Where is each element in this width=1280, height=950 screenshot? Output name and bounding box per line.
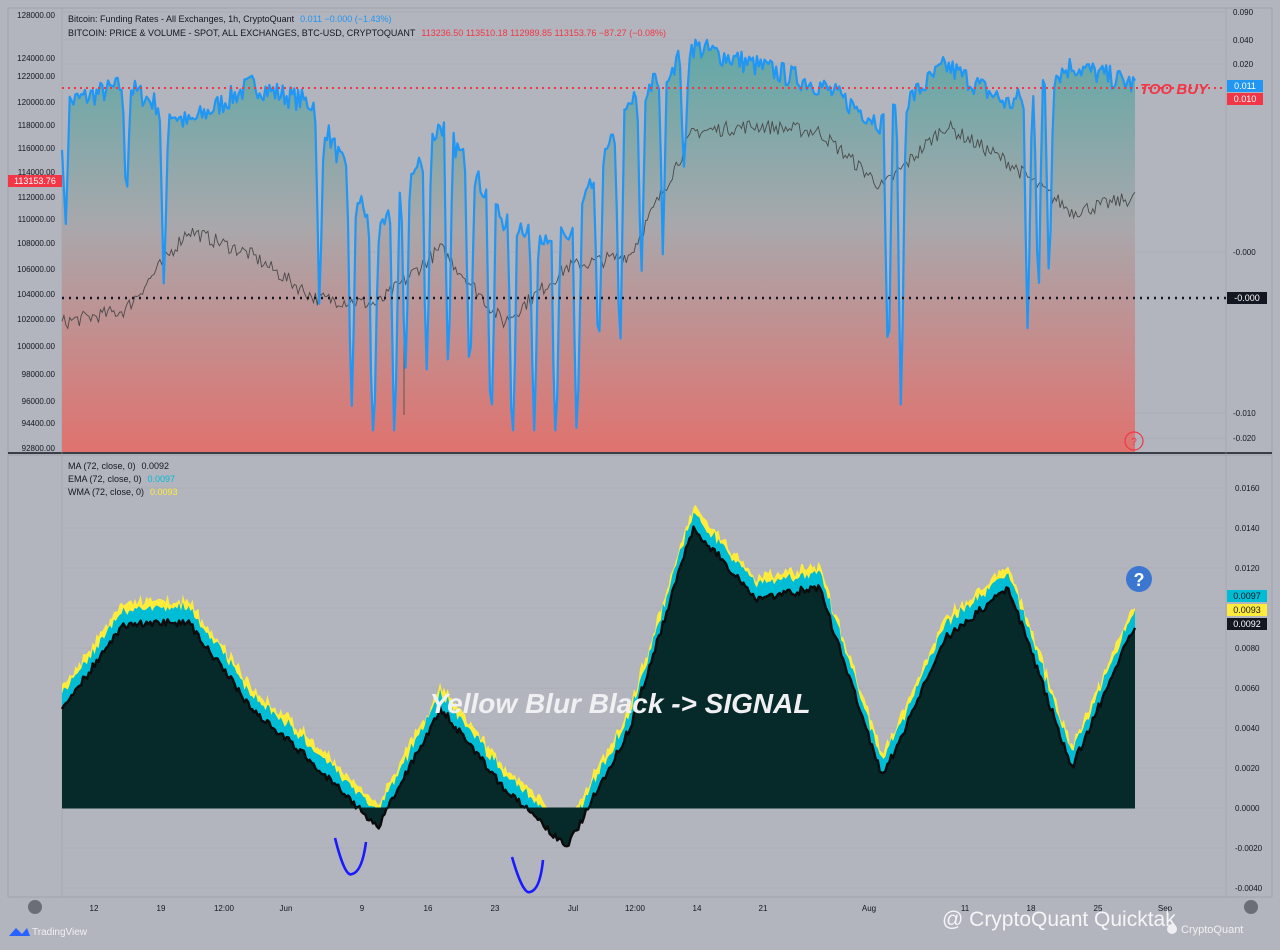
signal-annotation: Yellow Blur Black -> SIGNAL <box>430 688 811 719</box>
right-axis-tick: 0.0040 <box>1235 724 1260 733</box>
legend-wma[interactable]: WMA (72, close, 0) 0.0093 <box>68 487 178 497</box>
right-axis-tick: -0.0020 <box>1235 844 1263 853</box>
zero-tag-text: -0.000 <box>1234 293 1260 303</box>
left-axis-tick: 104000.00 <box>17 290 55 299</box>
time-axis-tick: 18 <box>1027 904 1036 913</box>
ma-tag <box>1227 618 1267 630</box>
legend-ma[interactable]: MA (72, close, 0) 0.0092 <box>68 461 169 471</box>
right-axis-tick: 0.0140 <box>1235 524 1260 533</box>
left-axis-tick: 92800.00 <box>22 444 56 453</box>
right-axis-tick: 0.090 <box>1233 8 1254 17</box>
left-axis-tick: 98000.00 <box>22 370 56 379</box>
left-axis-tick: 112000.00 <box>18 193 56 202</box>
cryptoquant-brand: CryptoQuant <box>1181 924 1243 936</box>
left-axis-tick: 114000.00 <box>18 168 56 177</box>
time-axis-tick: 21 <box>759 904 768 913</box>
right-axis-tick: 0.040 <box>1233 36 1254 45</box>
wma-tag-text: 0.0093 <box>1233 605 1261 615</box>
right-axis-tick: 0.0160 <box>1235 484 1260 493</box>
tradingview-brand[interactable]: TradingView <box>32 927 88 938</box>
scroll-right-handle[interactable] <box>1244 900 1258 914</box>
right-axis-tick: -0.000 <box>1233 248 1256 257</box>
time-axis-tick: 12:00 <box>214 904 235 913</box>
time-axis-tick: Sep <box>1158 904 1173 913</box>
time-axis-tick: 23 <box>491 904 500 913</box>
funding-tag <box>1227 80 1263 92</box>
cryptoquant-logo-icon <box>1167 924 1177 934</box>
alert-circle-icon[interactable] <box>1124 431 1144 451</box>
tradingview-logo-icon <box>9 928 30 936</box>
left-axis-tick: 94400.00 <box>22 419 56 428</box>
left-axis-tick: 108000.00 <box>17 239 55 248</box>
left-axis-tick: 102000.00 <box>17 315 55 324</box>
ema-tag-text: 0.0097 <box>1233 591 1261 601</box>
right-axis-tick: 0.020 <box>1233 60 1254 69</box>
right-axis-tick: 0.0120 <box>1235 564 1260 573</box>
right-axis-tick: -0.020 <box>1233 434 1256 443</box>
time-axis-tick: Jul <box>568 904 578 913</box>
alert-circle-glyph: ? <box>1131 437 1137 448</box>
right-axis-tick: -0.0040 <box>1235 884 1263 893</box>
left-axis-tick: 128000.00 <box>17 11 55 20</box>
signal-arc-2 <box>510 856 545 894</box>
time-axis-tick: 11 <box>961 904 970 913</box>
left-axis-tick: 106000.00 <box>17 265 55 274</box>
time-axis-tick: 25 <box>1094 904 1103 913</box>
left-axis-tick: 100000.00 <box>17 342 55 351</box>
zero-tag <box>1227 292 1267 304</box>
left-axis-tick: 118000.00 <box>18 121 56 130</box>
time-axis-tick: 12 <box>90 904 99 913</box>
threshold-tag-text: 0.010 <box>1234 94 1257 104</box>
ma-tag-text: 0.0092 <box>1233 619 1261 629</box>
price-tag <box>8 175 62 187</box>
legend-ema[interactable]: EMA (72, close, 0) 0.0097 <box>68 474 175 484</box>
time-axis[interactable]: 12 19 12:00 Jun 9 16 23 Jul 12:00 14 21 Aug 11 18 25 Se… <box>90 904 1173 913</box>
time-axis-tick: Aug <box>862 904 876 913</box>
scroll-left-handle[interactable] <box>28 900 42 914</box>
left-axis-tick: 124000.00 <box>17 54 55 63</box>
signal-arc-1 <box>333 837 368 876</box>
funding-series-line[interactable] <box>60 38 1136 432</box>
watermark-text: @ CryptoQuant Quicktak <box>942 908 1176 931</box>
right-axis-tick: 0.0080 <box>1235 644 1260 653</box>
legend-price[interactable]: BITCOIN: PRICE & VOLUME - SPOT, ALL EXCH… <box>68 28 666 38</box>
help-icon-glyph: ? <box>1134 570 1145 590</box>
right-axis-tick: -0.010 <box>1233 409 1256 418</box>
time-axis-tick: Jun <box>280 904 293 913</box>
left-axis-tick: 110000.00 <box>18 215 56 224</box>
right-axis-tick: 0.0000 <box>1235 804 1260 813</box>
price-tag-text: 113153.76 <box>14 176 56 186</box>
wma-tag <box>1227 604 1267 616</box>
ma-series-line[interactable] <box>60 525 1137 848</box>
left-axis-tick: 122000.00 <box>17 72 55 81</box>
legend-funding[interactable]: Bitcoin: Funding Rates - All Exchanges, … <box>68 14 392 24</box>
ema-tag <box>1227 590 1267 602</box>
price-series-line[interactable] <box>61 119 1136 330</box>
time-axis-tick: 14 <box>693 904 702 913</box>
time-axis-tick: 19 <box>157 904 166 913</box>
time-axis-tick: 16 <box>424 904 433 913</box>
left-axis-tick: 116000.00 <box>18 144 56 153</box>
right-axis-tick: 0.0060 <box>1235 684 1260 693</box>
time-axis-tick: 9 <box>360 904 365 913</box>
right-funding-axis[interactable]: 0.090 0.040 0.020 -0.000 -0.010 -0.020 <box>1233 8 1256 443</box>
right-axis-tick: 0.0020 <box>1235 764 1260 773</box>
too-buy-label: TOO BUY <box>1140 81 1210 98</box>
funding-tag-text: 0.011 <box>1234 81 1256 91</box>
left-axis-tick: 96000.00 <box>22 397 56 406</box>
ma-dark-area <box>62 526 1135 847</box>
threshold-tag <box>1227 93 1263 105</box>
left-price-axis[interactable]: 128000.00 124000.00 122000.00 120000.00 1180… <box>17 11 55 453</box>
time-axis-tick: 12:00 <box>625 904 646 913</box>
help-icon[interactable] <box>1126 566 1152 592</box>
left-axis-tick: 120000.00 <box>17 98 55 107</box>
